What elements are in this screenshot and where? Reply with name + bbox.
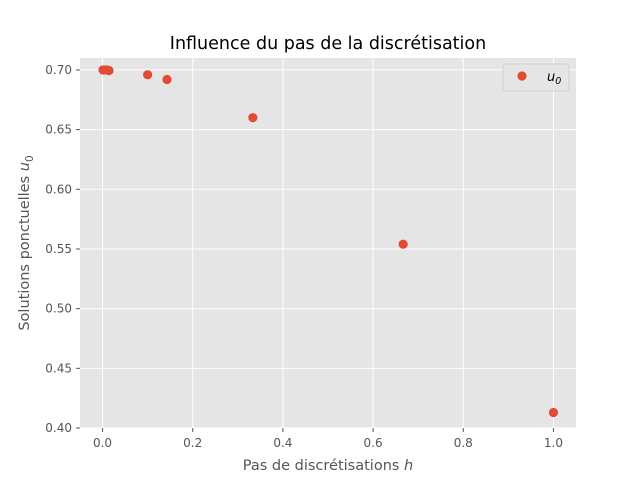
chart-title: Influence du pas de la discrétisation xyxy=(170,34,486,54)
x-tick-label: 0.8 xyxy=(454,436,473,450)
y-axis-label-variable: u xyxy=(17,162,33,171)
y-tick-label: 0.60 xyxy=(45,182,72,196)
x-tick-label: 0.0 xyxy=(93,436,112,450)
x-tick-label: 0.2 xyxy=(183,436,202,450)
x-axis-label-variable: h xyxy=(404,458,413,474)
y-axis-label-text: Solutions ponctuelles xyxy=(17,176,33,331)
y-tick-label: 0.45 xyxy=(45,361,72,375)
data-point xyxy=(104,65,114,76)
grid xyxy=(80,58,576,429)
data-points xyxy=(98,65,559,418)
legend-marker xyxy=(517,71,527,81)
y-tick-label: 0.40 xyxy=(45,421,72,435)
legend-label: u0 xyxy=(547,70,561,87)
y-tick-label: 0.65 xyxy=(45,123,72,137)
x-axis-ticks: 0.0 0.2 0.4 0.6 0.8 1.0 xyxy=(93,428,563,450)
legend-label-subscript: 0 xyxy=(555,76,561,87)
y-tick-label: 0.50 xyxy=(45,302,72,316)
data-point xyxy=(162,74,172,85)
y-axis-label: Solutions ponctuelles u0 xyxy=(17,155,36,330)
legend-label-text: u xyxy=(547,70,555,85)
y-axis-label-subscript: 0 xyxy=(24,155,36,162)
data-point xyxy=(143,70,153,80)
x-tick-label: 0.4 xyxy=(273,436,292,450)
x-axis-label: Pas de discrétisations h xyxy=(243,458,414,474)
x-axis-label-text: Pas de discrétisations xyxy=(243,458,400,474)
plot-area xyxy=(80,58,576,428)
y-tick-label: 0.55 xyxy=(45,242,72,256)
data-point xyxy=(248,113,258,123)
data-point xyxy=(398,239,408,249)
legend-box xyxy=(502,63,570,92)
y-axis-ticks: 0.40 0.45 0.50 0.55 0.60 0.65 0.70 xyxy=(45,63,80,435)
legend: u0 xyxy=(502,63,570,92)
data-point xyxy=(548,407,559,418)
x-tick-label: 1.0 xyxy=(544,436,563,450)
x-tick-label: 0.6 xyxy=(364,436,383,450)
y-tick-label: 0.70 xyxy=(45,63,72,77)
